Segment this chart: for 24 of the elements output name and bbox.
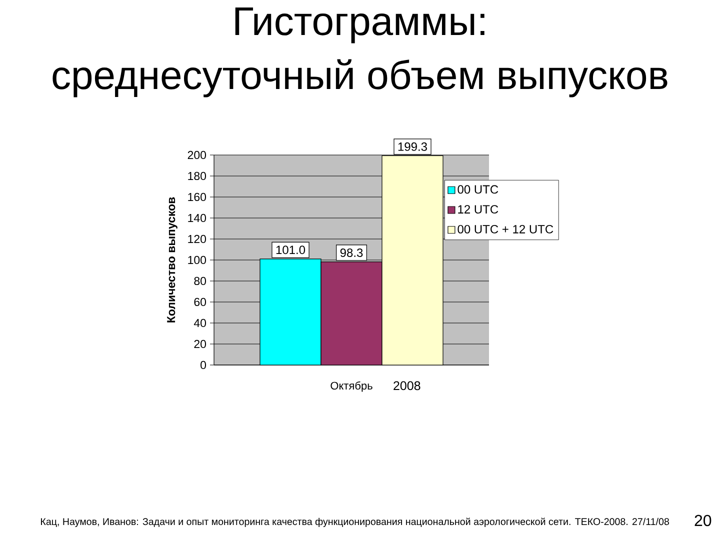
legend-label: 00 UTC	[458, 185, 498, 194]
data-label: 199.3	[398, 142, 427, 151]
y-tick-label: 100	[188, 256, 206, 264]
data-label: 101.0	[276, 246, 306, 254]
y-tick-label: 160	[188, 192, 206, 202]
y-axis-title: Количество выпусков	[167, 197, 178, 322]
y-tick-label: 0	[200, 360, 206, 370]
y-tick-label: 80	[194, 276, 206, 286]
x-axis-title: 2008	[394, 381, 420, 390]
y-tick-label: 20	[194, 340, 206, 348]
chart-title: Гистограммы:	[235, 7, 484, 44]
y-tick-label: 140	[188, 214, 206, 222]
chart-subtitle: среднесуточный объем выпусков	[52, 59, 668, 98]
legend-label: 00 UTC + 12 UTC	[458, 224, 554, 234]
y-tick-label: 40	[194, 318, 206, 328]
y-tick-label: 60	[194, 298, 206, 306]
y-tick-label: 120	[188, 234, 206, 244]
legend-label: 12 UTC	[458, 205, 498, 214]
data-label: 98.3	[340, 248, 363, 257]
y-tick-label: 200	[188, 150, 206, 160]
x-tick-label: Октябрь	[330, 381, 372, 392]
text: 20	[694, 514, 712, 526]
text: Кац, Наумов, Иванов: Задачи и опыт мониторинга качества функционирования национальной аэрологической сети. ТЕКО-2008. 27/11/08	[41, 518, 669, 528]
y-tick-label: 180	[188, 172, 206, 180]
